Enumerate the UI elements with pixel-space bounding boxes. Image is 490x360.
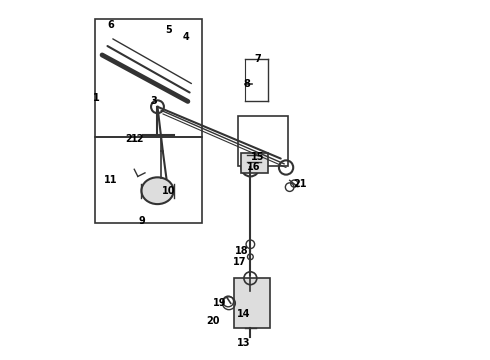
Text: 18: 18	[235, 247, 248, 256]
FancyBboxPatch shape	[234, 278, 270, 328]
Text: 10: 10	[161, 186, 175, 196]
Text: 3: 3	[150, 96, 157, 107]
Text: 11: 11	[104, 175, 118, 185]
Text: 20: 20	[206, 316, 220, 326]
Text: 19: 19	[213, 298, 227, 308]
Text: 1: 1	[94, 93, 100, 103]
Text: 8: 8	[244, 78, 250, 89]
Text: 5: 5	[165, 25, 172, 35]
Text: 4: 4	[183, 32, 190, 42]
Text: 14: 14	[237, 309, 250, 319]
Text: 16: 16	[247, 162, 261, 172]
Text: 13: 13	[237, 338, 250, 347]
Text: 17: 17	[233, 257, 246, 267]
Ellipse shape	[142, 177, 173, 204]
Text: 21: 21	[294, 179, 307, 189]
Text: 6: 6	[108, 19, 115, 30]
Text: 12: 12	[131, 134, 145, 144]
Text: 7: 7	[254, 54, 261, 64]
Text: 2: 2	[125, 134, 132, 144]
Text: 9: 9	[138, 216, 145, 226]
Text: 15: 15	[251, 152, 264, 162]
FancyBboxPatch shape	[242, 153, 268, 173]
